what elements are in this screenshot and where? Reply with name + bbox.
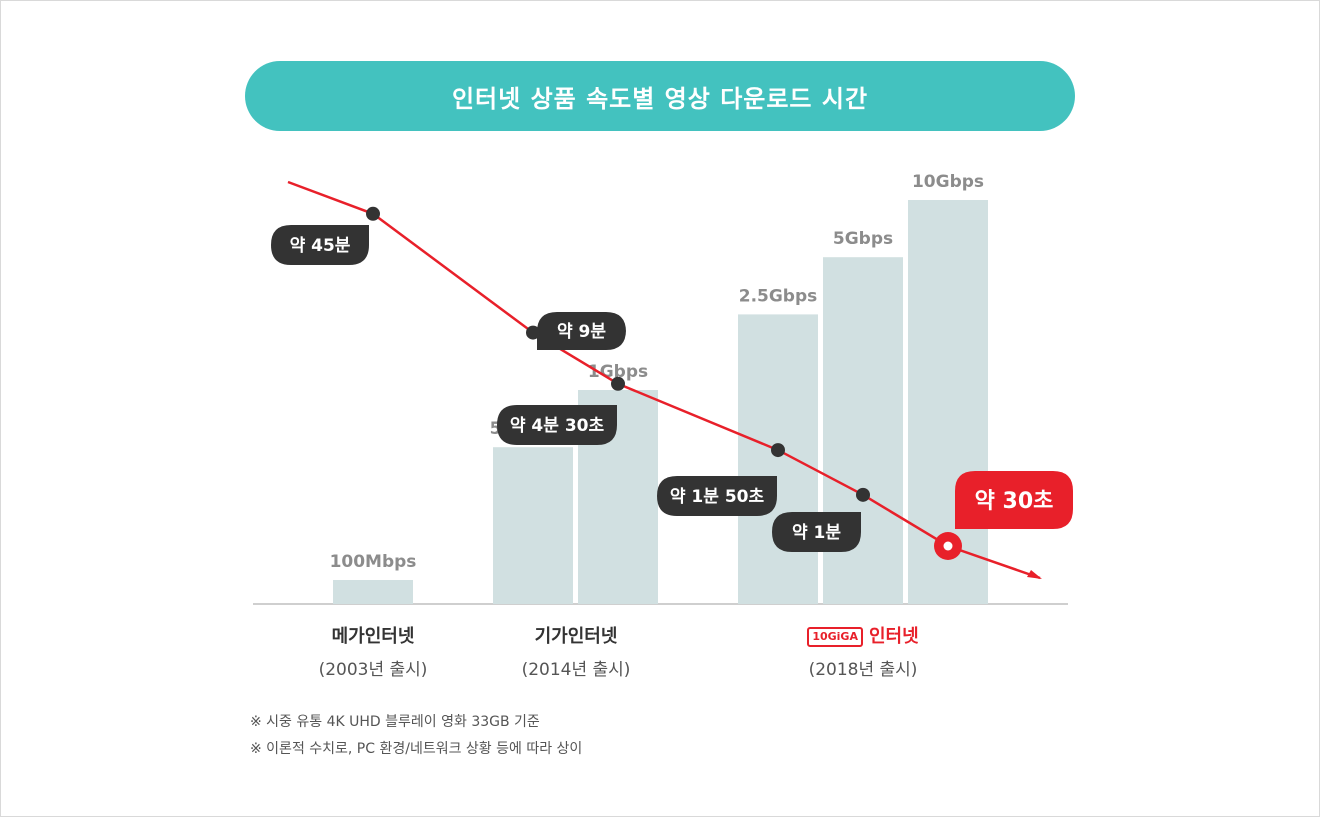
time-callout bbox=[657, 476, 777, 516]
group-sub-10giga: (2018년 출시) bbox=[808, 660, 918, 680]
group-name-10giga: 10GiGA 인터넷 bbox=[763, 622, 963, 648]
speed-bar-label: 2.5Gbps bbox=[739, 286, 818, 306]
line-marker bbox=[526, 325, 540, 340]
speed-bar bbox=[738, 314, 818, 604]
time-callout bbox=[772, 512, 861, 552]
time-callout-label: 약 9분 bbox=[557, 321, 606, 342]
highlight-marker-center bbox=[943, 541, 953, 551]
10giga-logo: 10GiGA bbox=[807, 627, 863, 647]
speed-bar-label: 1Gbps bbox=[588, 362, 648, 382]
time-callout-label: 약 4분 30초 bbox=[510, 415, 605, 436]
time-callout bbox=[537, 312, 626, 350]
time-callout bbox=[497, 405, 617, 445]
speed-bar bbox=[493, 447, 573, 604]
footnote-1: ※ 시중 유통 4K UHD 블루레이 영화 33GB 기준 bbox=[250, 714, 540, 730]
footnote-2: ※ 이론적 수치로, PC 환경/네트워크 상황 등에 따라 상이 bbox=[250, 741, 583, 757]
group-sub-mega: (2003년 출시) bbox=[318, 660, 428, 680]
download-time-line bbox=[287, 180, 1041, 580]
speed-bar bbox=[333, 580, 413, 604]
line-arrowhead bbox=[1027, 570, 1042, 579]
chart-title: 인터넷 상품 속도별 영상 다운로드 시간 bbox=[245, 61, 1075, 131]
time-callout-label: 약 45분 bbox=[290, 235, 351, 256]
time-callout bbox=[271, 225, 369, 265]
speed-bar-label: 5Gbps bbox=[833, 229, 893, 249]
line-marker bbox=[771, 443, 785, 458]
speed-bar-label: 10Gbps bbox=[912, 172, 984, 192]
time-callout-label: 약 1분 bbox=[792, 522, 841, 543]
line-marker bbox=[366, 206, 380, 221]
time-callout-label: 약 1분 50초 bbox=[670, 486, 765, 507]
group-name-10giga-label: 인터넷 bbox=[868, 626, 919, 647]
time-callout-label: 약 30초 bbox=[975, 489, 1054, 514]
speed-bar-label: 100Mbps bbox=[330, 552, 417, 572]
line-marker bbox=[611, 376, 625, 391]
group-name-giga: 기가인터넷 bbox=[534, 626, 618, 647]
highlight-callout bbox=[955, 471, 1073, 529]
group-name-mega: 메가인터넷 bbox=[331, 626, 415, 647]
group-sub-giga: (2014년 출시) bbox=[521, 660, 631, 680]
line-marker bbox=[856, 487, 870, 502]
